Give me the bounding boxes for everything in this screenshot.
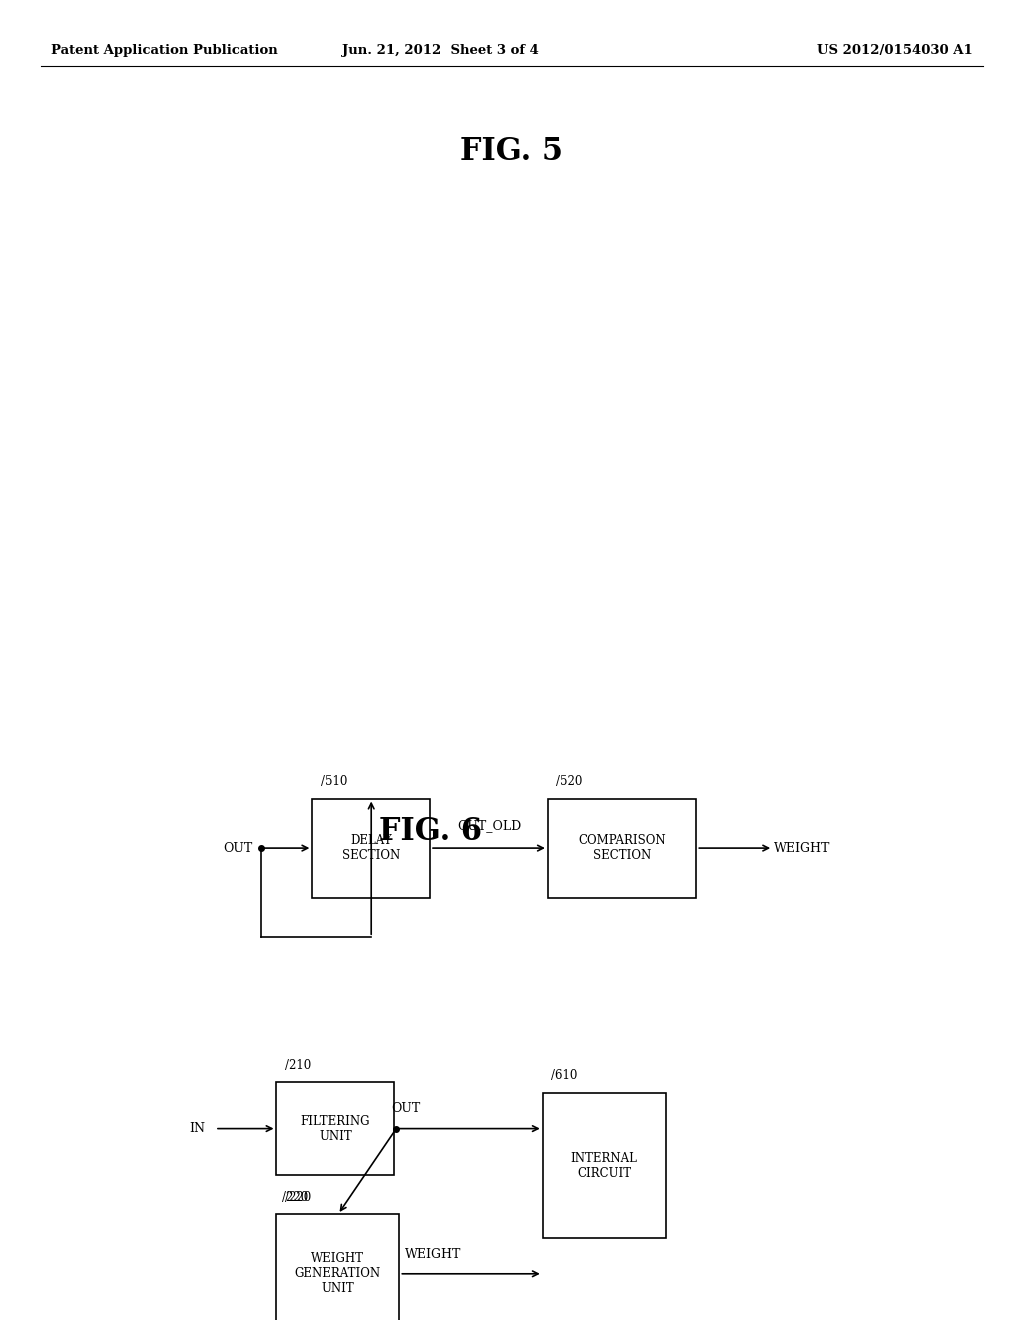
Bar <box>276 1214 399 1320</box>
Text: WEIGHT: WEIGHT <box>774 842 830 854</box>
Text: Jun. 21, 2012  Sheet 3 of 4: Jun. 21, 2012 Sheet 3 of 4 <box>342 44 539 57</box>
Text: FILTERING
UNIT: FILTERING UNIT <box>301 1114 370 1143</box>
Text: WEIGHT
GENERATION
UNIT: WEIGHT GENERATION UNIT <box>295 1253 381 1295</box>
Text: DELAY
SECTION: DELAY SECTION <box>342 834 400 862</box>
Text: COMPARISON
SECTION: COMPARISON SECTION <box>579 834 666 862</box>
Text: OUT: OUT <box>391 1102 421 1115</box>
Text: /510: /510 <box>321 775 347 788</box>
Text: /220: /220 <box>282 1191 308 1204</box>
Bar <box>312 799 430 898</box>
Text: FIG. 5: FIG. 5 <box>461 136 563 168</box>
Text: /520: /520 <box>556 775 583 788</box>
Text: FIG. 6: FIG. 6 <box>379 816 481 847</box>
Text: IN: IN <box>189 1122 206 1135</box>
Text: WEIGHT: WEIGHT <box>404 1247 461 1261</box>
Bar <box>276 1082 394 1175</box>
Text: /210: /210 <box>285 1059 311 1072</box>
Text: /220: /220 <box>285 1191 311 1204</box>
Bar <box>543 1093 666 1238</box>
Text: OUT: OUT <box>223 842 253 854</box>
Text: INTERNAL
CIRCUIT: INTERNAL CIRCUIT <box>570 1151 638 1180</box>
Text: OUT_OLD: OUT_OLD <box>457 820 521 832</box>
Text: /610: /610 <box>551 1069 578 1082</box>
Text: US 2012/0154030 A1: US 2012/0154030 A1 <box>817 44 973 57</box>
Bar <box>548 799 696 898</box>
Text: Patent Application Publication: Patent Application Publication <box>51 44 278 57</box>
